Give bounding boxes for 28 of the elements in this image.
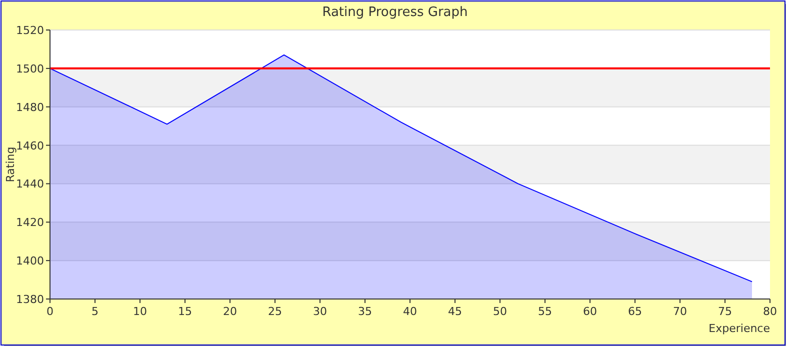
x-tick-label: 10 [133,305,147,318]
y-tick-label: 1420 [16,216,44,230]
x-tick-label: 50 [493,305,507,318]
x-tick-label: 70 [673,305,687,318]
x-tick-label: 55 [538,305,552,318]
y-tick-label: 1380 [16,293,44,306]
x-tick-label: 80 [763,305,777,318]
y-tick-label: 1460 [16,139,44,152]
x-tick-label: 45 [448,305,462,318]
x-tick-label: 20 [223,305,237,318]
x-tick-label: 0 [46,305,54,318]
x-tick-label: 75 [718,305,732,318]
x-tick-label: 35 [358,305,372,318]
y-tick-label: 1440 [16,178,44,191]
y-tick-label: 1400 [16,254,44,268]
x-tick-label: 25 [268,305,282,318]
x-tick-label: 60 [583,305,597,318]
x-tick-label: 40 [403,305,417,318]
x-tick-label: 15 [178,305,192,318]
y-axis-title: Rating [4,146,17,182]
x-tick-label: 5 [92,305,98,318]
y-tick-label: 1500 [16,62,44,76]
x-tick-label: 65 [628,305,642,318]
y-tick-label: 1480 [16,100,44,114]
x-tick-label: 30 [313,305,327,318]
chart-title: Rating Progress Graph [322,5,468,20]
x-axis-title: Experience [708,322,770,335]
y-tick-label: 1520 [16,24,44,37]
